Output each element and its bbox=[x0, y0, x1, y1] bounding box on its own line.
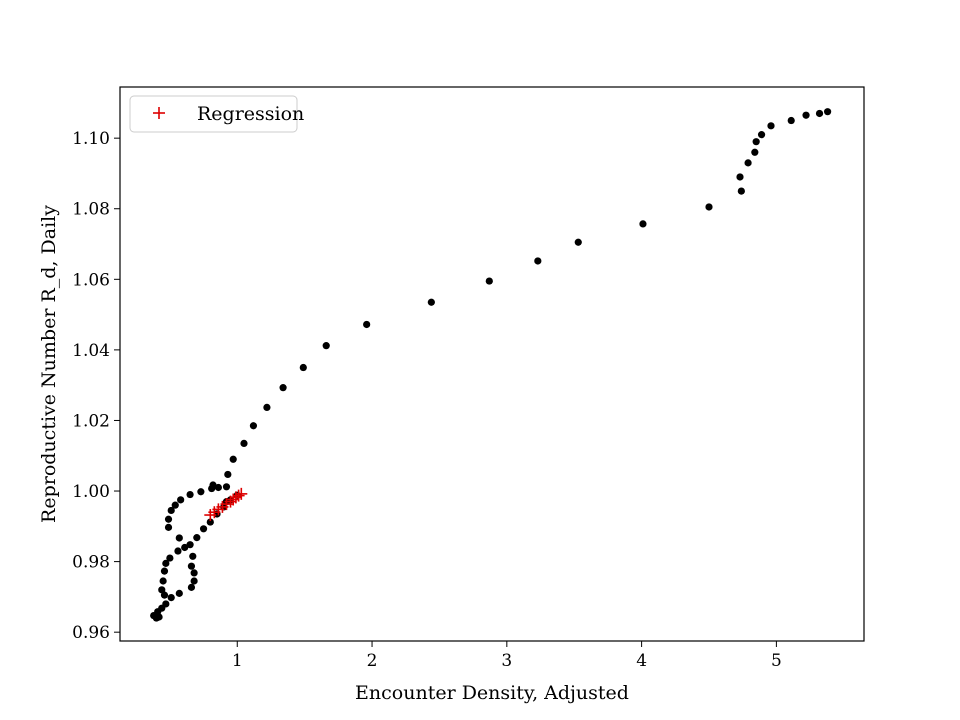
data-point bbox=[737, 187, 745, 195]
data-point bbox=[190, 577, 198, 585]
x-tick-label: 3 bbox=[501, 651, 512, 671]
data-point bbox=[160, 567, 169, 575]
data-point bbox=[214, 483, 222, 492]
legend-box bbox=[129, 95, 298, 133]
data-point bbox=[197, 488, 205, 496]
data-point bbox=[162, 559, 170, 567]
x-tick-label: 1 bbox=[232, 651, 243, 671]
data-point bbox=[224, 470, 232, 479]
data-point bbox=[174, 547, 182, 555]
data-point bbox=[160, 591, 169, 599]
x-tick-label: 5 bbox=[771, 651, 782, 671]
data-point bbox=[166, 554, 174, 562]
data-point bbox=[574, 238, 582, 246]
data-point bbox=[485, 277, 493, 285]
x-tick-label: 2 bbox=[367, 651, 378, 671]
regression-point bbox=[235, 487, 248, 500]
x-tick-label: 4 bbox=[636, 651, 647, 671]
data-point bbox=[363, 320, 371, 329]
data-point bbox=[199, 525, 208, 533]
data-point bbox=[249, 422, 258, 430]
data-point bbox=[186, 490, 194, 499]
x-axis-ticks: 1 2 3 4 5 bbox=[232, 641, 782, 671]
data-point bbox=[736, 173, 744, 181]
y-tick-label: 1.06 bbox=[72, 270, 110, 290]
data-point bbox=[757, 131, 766, 139]
data-point bbox=[189, 552, 197, 560]
data-point bbox=[187, 562, 196, 570]
data-point bbox=[751, 148, 759, 156]
data-point bbox=[167, 506, 175, 515]
data-point bbox=[209, 481, 217, 489]
data-point bbox=[164, 515, 173, 523]
data-point bbox=[322, 342, 330, 350]
legend-marker-regression bbox=[153, 107, 165, 119]
plot-frame bbox=[119, 86, 865, 642]
data-point bbox=[193, 534, 201, 542]
data-point bbox=[802, 111, 810, 119]
plot-marks bbox=[150, 108, 832, 622]
y-tick-label: 1.02 bbox=[72, 411, 110, 431]
y-tick-label: 1.04 bbox=[72, 341, 110, 361]
data-point bbox=[177, 496, 185, 504]
data-point bbox=[155, 613, 163, 621]
data-point bbox=[167, 593, 175, 602]
data-point bbox=[158, 586, 166, 594]
legend: Regression bbox=[129, 95, 304, 133]
data-point bbox=[206, 518, 214, 526]
y-tick-label: 0.96 bbox=[72, 623, 110, 643]
regression-point bbox=[232, 489, 245, 502]
data-point bbox=[175, 534, 183, 542]
data-point bbox=[159, 577, 167, 585]
y-tick-label: 1.08 bbox=[72, 200, 110, 220]
data-point bbox=[744, 159, 752, 167]
data-point bbox=[534, 257, 542, 265]
data-point bbox=[240, 439, 248, 447]
data-point bbox=[229, 455, 237, 463]
data-point bbox=[190, 569, 198, 577]
y-tick-label: 1.00 bbox=[72, 482, 110, 502]
data-point bbox=[175, 589, 183, 597]
data-point bbox=[186, 541, 194, 549]
data-point bbox=[164, 523, 173, 531]
legend-label-regression: Regression bbox=[197, 103, 304, 125]
data-point bbox=[187, 583, 196, 591]
y-tick-label: 0.98 bbox=[72, 553, 110, 573]
data-point bbox=[815, 109, 824, 118]
data-point bbox=[705, 203, 713, 211]
data-point bbox=[299, 363, 307, 372]
data-point bbox=[171, 501, 179, 509]
data-point bbox=[787, 116, 795, 125]
y-axis-ticks: 0.96 0.98 1.00 1.02 1.04 1.06 1.08 1.10 bbox=[72, 129, 120, 643]
y-tick-label: 1.10 bbox=[72, 129, 110, 149]
data-point bbox=[222, 483, 231, 491]
data-point bbox=[427, 298, 435, 306]
data-point bbox=[752, 138, 760, 146]
y-axis-label: Reproductive Number R_d, Daily bbox=[38, 205, 60, 523]
data-point bbox=[263, 403, 271, 412]
data-point bbox=[767, 122, 775, 130]
data-point bbox=[639, 220, 647, 228]
data-point bbox=[181, 543, 189, 552]
data-point bbox=[279, 384, 287, 392]
data-point bbox=[824, 108, 832, 116]
x-axis-label: Encounter Density, Adjusted bbox=[355, 682, 629, 704]
